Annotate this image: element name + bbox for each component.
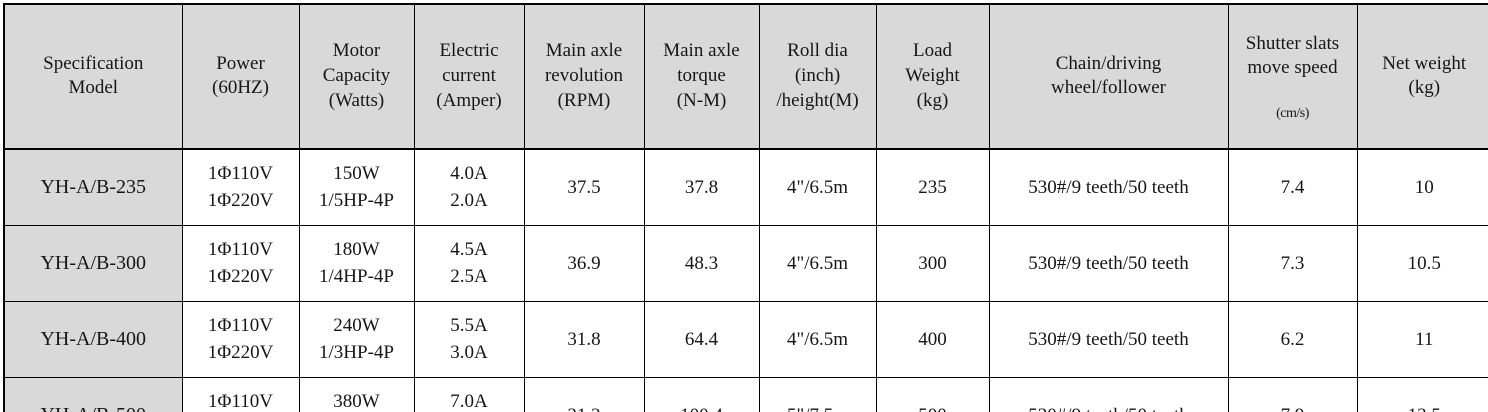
cell-power: 1Φ110V 1Φ220V xyxy=(181,376,300,412)
cell-electric-current: 5.5A 3.0A xyxy=(413,300,525,378)
cell-chain-driving-wheel: 530#/9 teeth/50 teeth xyxy=(988,224,1229,302)
cell-slats-speed: 7.3 xyxy=(1227,224,1358,302)
col-header-shutter-slats-speed: Shutter slats move speed (cm/s) xyxy=(1227,3,1358,150)
col-header-net-weight: Net weight (kg) xyxy=(1356,3,1488,150)
cell-load-weight: 500 xyxy=(875,376,990,412)
cell-axle-revolution: 37.5 xyxy=(523,148,645,226)
cell-load-weight: 300 xyxy=(875,224,990,302)
cell-load-weight: 400 xyxy=(875,300,990,378)
cell-net-weight: 10 xyxy=(1356,148,1488,226)
cell-chain-driving-wheel: 530#/9 teeth/50 teeth xyxy=(988,148,1229,226)
cell-axle-torque: 37.8 xyxy=(643,148,760,226)
col-header-electric-current: Electric current (Amper) xyxy=(413,3,525,150)
cell-roll-dia: 5"/7.5m xyxy=(758,376,877,412)
cell-motor-capacity: 240W 1/3HP-4P xyxy=(298,300,415,378)
table-row: YH-A/B-400 1Φ110V 1Φ220V 240W 1/3HP-4P 5… xyxy=(3,300,1488,378)
cell-power: 1Φ110V 1Φ220V xyxy=(181,224,300,302)
cell-axle-torque: 100.4 xyxy=(643,376,760,412)
cell-slats-speed: 7.9 xyxy=(1227,376,1358,412)
cell-axle-revolution: 31.2 xyxy=(523,376,645,412)
cell-axle-revolution: 31.8 xyxy=(523,300,645,378)
cell-chain-driving-wheel: 530#/9 teeth/50 teeth xyxy=(988,376,1229,412)
cell-model: YH-A/B-400 xyxy=(3,300,183,378)
header-row: Specification Model Power (60HZ) Motor C… xyxy=(3,3,1488,150)
col-header-roll-dia: Roll dia (inch) /height(M) xyxy=(758,3,877,150)
cell-power: 1Φ110V 1Φ220V xyxy=(181,300,300,378)
table-row: YH-A/B-500 1Φ110V 1Φ220V 380W 1/2HP-4P 7… xyxy=(3,376,1488,412)
cell-slats-speed: 7.4 xyxy=(1227,148,1358,226)
cell-motor-capacity: 180W 1/4HP-4P xyxy=(298,224,415,302)
cell-load-weight: 235 xyxy=(875,148,990,226)
cell-roll-dia: 4"/6.5m xyxy=(758,224,877,302)
cell-model: YH-A/B-235 xyxy=(3,148,183,226)
table-row: YH-A/B-300 1Φ110V 1Φ220V 180W 1/4HP-4P 4… xyxy=(3,224,1488,302)
cell-roll-dia: 4"/6.5m xyxy=(758,300,877,378)
table-row: YH-A/B-235 1Φ110V 1Φ220V 150W 1/5HP-4P 4… xyxy=(3,148,1488,226)
cell-axle-revolution: 36.9 xyxy=(523,224,645,302)
col-header-power: Power (60HZ) xyxy=(181,3,300,150)
cell-net-weight: 10.5 xyxy=(1356,224,1488,302)
shutter-slats-speed-label: Shutter slats move speed xyxy=(1245,32,1340,79)
cell-electric-current: 4.0A 2.0A xyxy=(413,148,525,226)
shutter-slats-speed-unit: (cm/s) xyxy=(1276,105,1309,121)
col-header-main-axle-revolution: Main axle revolution (RPM) xyxy=(523,3,645,150)
cell-axle-torque: 48.3 xyxy=(643,224,760,302)
cell-model: YH-A/B-500 xyxy=(3,376,183,412)
col-header-load-weight: Load Weight (kg) xyxy=(875,3,990,150)
cell-axle-torque: 64.4 xyxy=(643,300,760,378)
cell-net-weight: 13.5 xyxy=(1356,376,1488,412)
cell-power: 1Φ110V 1Φ220V xyxy=(181,148,300,226)
cell-chain-driving-wheel: 530#/9 teeth/50 teeth xyxy=(988,300,1229,378)
specification-table: Specification Model Power (60HZ) Motor C… xyxy=(3,3,1488,412)
cell-electric-current: 4.5A 2.5A xyxy=(413,224,525,302)
cell-motor-capacity: 150W 1/5HP-4P xyxy=(298,148,415,226)
col-header-specification-model: Specification Model xyxy=(3,3,183,150)
col-header-chain-driving-wheel: Chain/driving wheel/follower xyxy=(988,3,1229,150)
cell-motor-capacity: 380W 1/2HP-4P xyxy=(298,376,415,412)
col-header-main-axle-torque: Main axle torque (N-M) xyxy=(643,3,760,150)
cell-roll-dia: 4"/6.5m xyxy=(758,148,877,226)
cell-model: YH-A/B-300 xyxy=(3,224,183,302)
cell-electric-current: 7.0A 3.5A xyxy=(413,376,525,412)
cell-slats-speed: 6.2 xyxy=(1227,300,1358,378)
cell-net-weight: 11 xyxy=(1356,300,1488,378)
col-header-motor-capacity: Motor Capacity (Watts) xyxy=(298,3,415,150)
